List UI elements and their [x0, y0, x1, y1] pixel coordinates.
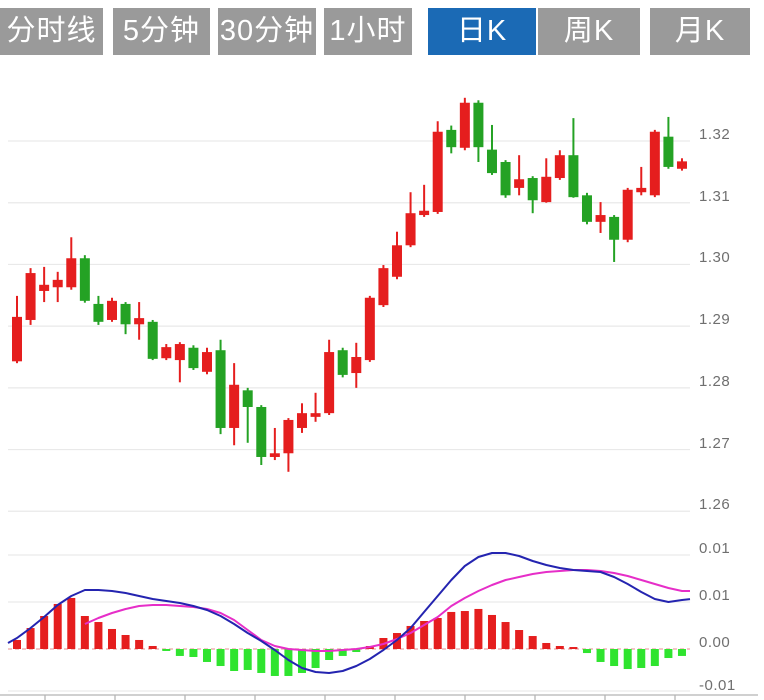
tab-30min[interactable]: 30分钟 — [218, 8, 316, 55]
period-tabbar: 分时线 5分钟 30分钟 1小时 日K 周K 月K — [0, 0, 764, 60]
tab-5min[interactable]: 5分钟 — [113, 8, 210, 55]
price-axis-label: 1.32 — [699, 126, 731, 143]
price-axis-label: 1.26 — [699, 496, 731, 514]
tab-time-line[interactable]: 分时线 — [0, 8, 103, 55]
price-axis-label: 1.27 — [699, 434, 731, 452]
tab-daily-k[interactable]: 日K — [428, 8, 536, 55]
tab-weekly-k[interactable]: 周K — [538, 8, 640, 55]
macd-axis-label: -0.01 — [699, 677, 736, 694]
macd-axis-label: 0.01 — [699, 587, 731, 604]
price-axis-label: 1.29 — [699, 311, 731, 329]
tab-1hour[interactable]: 1小时 — [324, 8, 412, 55]
price-axis-label: 1.30 — [699, 249, 731, 267]
price-axis-label: 1.28 — [699, 372, 731, 390]
price-axis-label: 1.31 — [699, 187, 731, 205]
macd-axis-label: 0.00 — [699, 634, 731, 651]
tab-monthly-k[interactable]: 月K — [650, 8, 750, 55]
macd-axis-label: 0.01 — [699, 540, 731, 557]
